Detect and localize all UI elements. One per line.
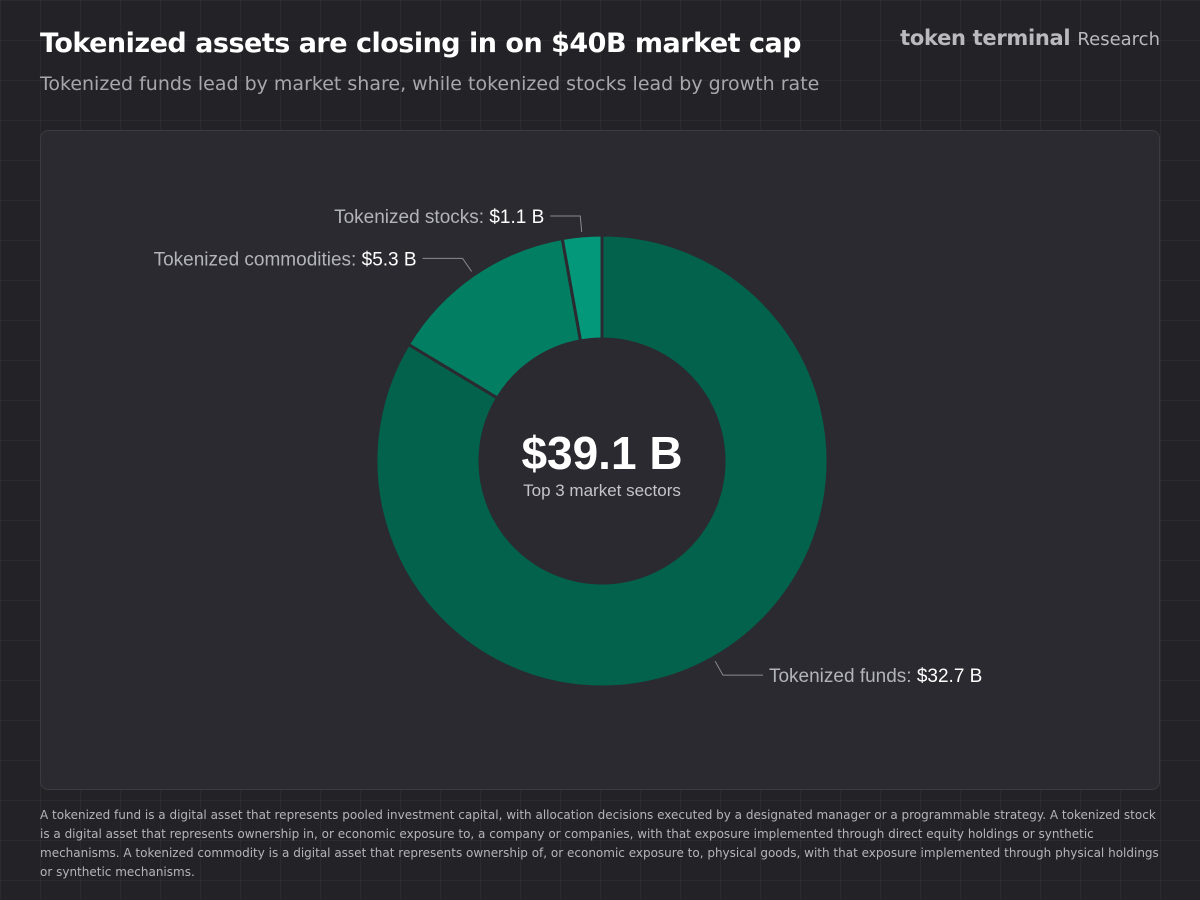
slice-label-name: Tokenized commodities: — [154, 249, 362, 270]
slice-label-value: $1.1 B — [489, 207, 544, 228]
brand-logo: token terminal Research — [900, 26, 1160, 50]
leader-line-tokenized-commodities — [422, 257, 473, 272]
slice-label-name: Tokenized stocks: — [334, 207, 489, 228]
chart-subtitle: Tokenized funds lead by market share, wh… — [40, 73, 820, 95]
slice-labels: Tokenized funds: $32.7 B Tokenized commod… — [154, 207, 983, 687]
slice-label-name: Tokenized funds: — [769, 666, 917, 687]
slice-label-value: $5.3 B — [362, 249, 417, 270]
slices-layer — [374, 233, 830, 689]
slice-label-tokenized-funds: Tokenized funds: $32.7 B — [769, 666, 982, 687]
leader-lines — [422, 215, 763, 676]
center-total-value: $39.1 B — [521, 427, 682, 479]
center-total-label: Top 3 market sectors — [523, 481, 681, 500]
brand-name: token terminal — [900, 26, 1071, 50]
slice-label-value: $32.7 B — [917, 666, 983, 687]
slice-label-tokenized-commodities: Tokenized commodities: $5.3 B — [154, 249, 417, 270]
chart-title: Tokenized assets are closing in on $40B … — [40, 28, 802, 59]
slice-label-tokenized-stocks: Tokenized stocks: $1.1 B — [334, 207, 544, 228]
brand-suffix: Research — [1077, 29, 1160, 50]
footnote: A tokenized fund is a digital asset that… — [40, 808, 1159, 879]
slice-tokenized-stocks — [560, 233, 604, 343]
leader-line-tokenized-stocks — [550, 215, 583, 232]
slice-tokenized-funds — [374, 233, 830, 689]
leader-line-tokenized-funds — [714, 661, 763, 676]
chart-card: Tokenized funds: $32.7 B Tokenized commod… — [40, 130, 1160, 790]
donut-chart: Tokenized funds: $32.7 B Tokenized commod… — [154, 207, 983, 689]
